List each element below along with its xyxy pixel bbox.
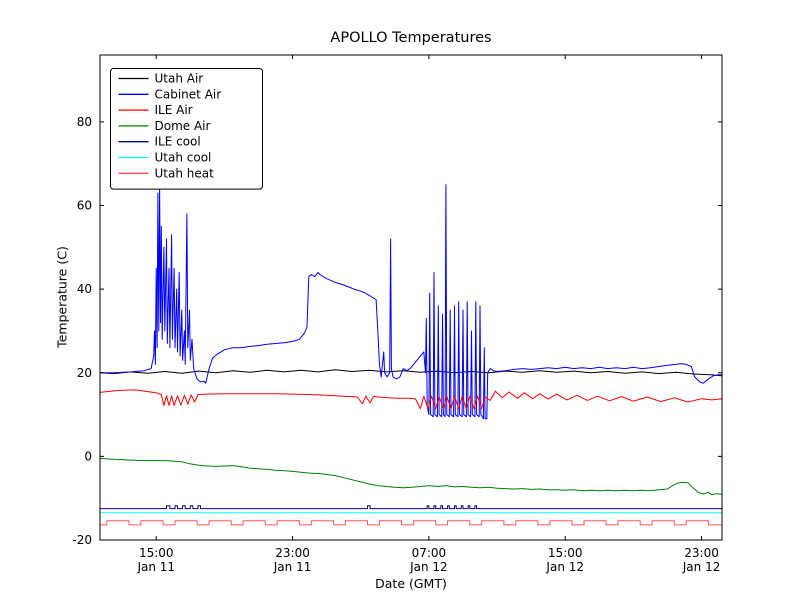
x-tick-label-time: 23:00 [275,546,310,560]
legend-label: Dome Air [155,119,211,133]
series-ile-cool [100,505,722,510]
x-tick-label-date: Jan 12 [409,560,448,574]
legend-label: Cabinet Air [155,87,222,101]
plot-frame [99,54,723,541]
x-tick-label-time: 07:00 [412,546,447,560]
x-tick-label-date: Jan 12 [682,560,721,574]
legend-label: ILE cool [155,135,201,149]
x-tick-label-date: Jan 11 [273,560,312,574]
y-tick-label: 20 [77,366,92,380]
y-tick-label: 0 [84,449,92,463]
y-tick-label: 80 [77,115,92,129]
y-axis-label: Temperature (C) [54,246,70,348]
x-tick-label-time: 23:00 [684,546,719,560]
legend-box [110,68,263,190]
y-tick-label: 40 [77,282,92,296]
x-axis-label: Date (GMT) [375,576,447,591]
series-utah-heat [100,520,722,526]
series-group [100,184,722,526]
series-utah-air [100,369,722,377]
x-tick-label-date: Jan 12 [545,560,584,574]
series-dome-air [100,458,722,496]
legend-label: Utah heat [155,166,215,180]
x-tick-label-time: 15:00 [139,546,174,560]
x-tick-label-date: Jan 11 [136,560,175,574]
chart-title: APOLLO Temperatures [330,30,492,46]
x-tick-label-time: 15:00 [548,546,583,560]
legend-label: Utah cool [155,151,212,165]
series-ile-air [100,389,722,410]
series-cabinet-air [100,184,722,420]
y-tick-label: 60 [77,199,92,213]
y-tick-label: -20 [72,533,92,547]
legend-label: ILE Air [155,103,193,117]
tick-marks [100,55,722,541]
legend-label: Utah Air [155,72,204,86]
